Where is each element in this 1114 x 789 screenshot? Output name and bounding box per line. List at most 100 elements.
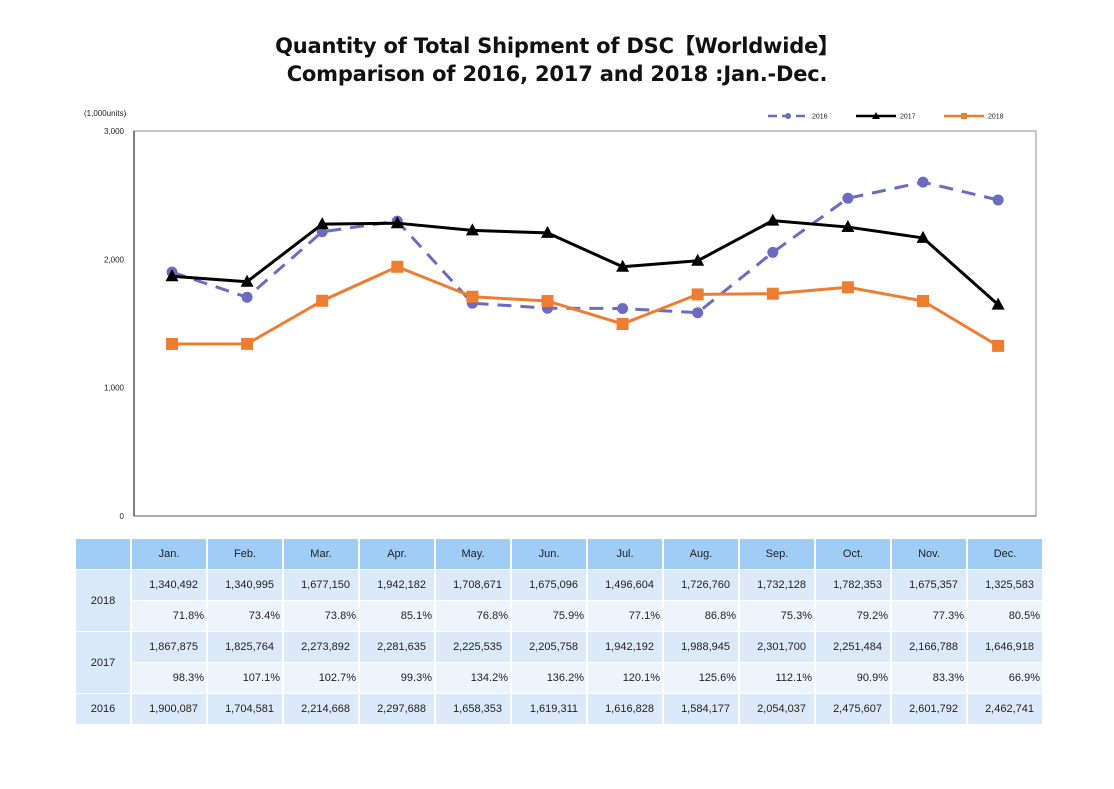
units-cell: 1,646,918 <box>968 632 1042 662</box>
data-point-2016 <box>692 307 704 319</box>
units-cell: 2,251,484 <box>816 632 890 662</box>
data-point-2017 <box>916 230 930 243</box>
table-corner-cell <box>76 539 130 569</box>
data-point-2016 <box>617 303 629 315</box>
data-point-2016 <box>767 246 779 258</box>
units-cell: 1,782,353 <box>816 570 890 600</box>
data-point-2018 <box>616 317 629 330</box>
series-line-2018 <box>171 265 999 348</box>
series-2017 <box>165 213 1005 310</box>
units-cell: 1,619,311 <box>512 694 586 724</box>
legend-label: 2018 <box>988 114 1004 121</box>
month-header: Apr. <box>360 539 434 569</box>
units-cell: 1,988,945 <box>664 632 738 662</box>
data-point-2018 <box>691 288 704 301</box>
units-cell: 1,726,760 <box>664 570 738 600</box>
legend-marker <box>872 112 880 119</box>
legend-item-2018: 2018 <box>944 113 1004 121</box>
legend-marker <box>785 113 791 119</box>
ratio-cell: 75.3% <box>740 601 814 631</box>
data-point-2018 <box>992 339 1005 352</box>
plot-area <box>133 130 1037 517</box>
month-header: Nov. <box>892 539 966 569</box>
table-row-2017-units: 2017 1,867,875 1,825,764 2,273,892 2,281,635… <box>76 632 1042 693</box>
month-header: Jun. <box>512 539 586 569</box>
month-header: Aug. <box>664 539 738 569</box>
table-header-row: Jan. Feb. Mar. Apr. May. Jun. Jul. Aug. … <box>76 539 1042 569</box>
data-point-2017 <box>390 216 404 229</box>
data-point-2018 <box>241 337 254 350</box>
month-header: Dec. <box>968 539 1042 569</box>
ratio-cell: 86.8% <box>664 601 738 631</box>
month-header: Oct. <box>816 539 890 569</box>
ratio-cell: 90.9% <box>816 663 890 693</box>
units-cell: 1,325,583 <box>968 570 1042 600</box>
data-point-2016 <box>241 291 253 303</box>
year-label: 2017 <box>76 632 130 693</box>
chart-subtitle: Comparison of 2016, 2017 and 2018 :Jan.-… <box>286 62 828 86</box>
data-point-2017 <box>465 223 479 236</box>
chart-title: Quantity of Total Shipment of DSC【Worldw… <box>275 34 839 58</box>
y-tick-label: 2,000 <box>104 255 125 264</box>
units-cell: 1,496,604 <box>588 570 662 600</box>
ratio-cell: 112.1% <box>740 663 814 693</box>
units-cell: 1,732,128 <box>740 570 814 600</box>
series-2018 <box>166 260 1005 352</box>
ratio-cell: 73.4% <box>208 601 282 631</box>
units-cell: 1,675,357 <box>892 570 966 600</box>
units-cell: 1,658,353 <box>436 694 510 724</box>
ratio-cell: 80.5% <box>968 601 1042 631</box>
ratio-cell: 134.2% <box>436 663 510 693</box>
axes <box>133 130 1037 517</box>
ratio-cell: 76.8% <box>436 601 510 631</box>
ratio-cell: 66.9% <box>968 663 1042 693</box>
month-header: Jan. <box>132 539 206 569</box>
data-point-2018 <box>541 295 554 308</box>
legend-label: 2016 <box>812 114 828 121</box>
y-tick-label: 1,000 <box>104 384 125 393</box>
y-tick-label: 0 <box>120 512 125 521</box>
units-cell: 2,601,792 <box>892 694 966 724</box>
data-point-2017 <box>691 253 705 266</box>
y-tick-label: 3,000 <box>104 127 125 136</box>
data-point-2017 <box>841 220 855 233</box>
line-chart: 0 1,000 2,000 3,000 2016 2017 2018 <box>104 112 1037 521</box>
ratio-cell: 102.7% <box>284 663 358 693</box>
table-row-2016-units: 2016 1,900,087 1,704,581 2,214,668 2,297,688… <box>76 694 1042 724</box>
legend-label: 2017 <box>900 114 916 121</box>
units-cell: 1,584,177 <box>664 694 738 724</box>
units-cell: 2,301,700 <box>740 632 814 662</box>
units-cell: 1,675,096 <box>512 570 586 600</box>
data-point-2018 <box>466 290 479 303</box>
data-point-2017 <box>165 269 179 282</box>
ratio-cell: 71.8% <box>132 601 206 631</box>
ratio-cell: 77.1% <box>588 601 662 631</box>
series-group <box>165 176 1005 352</box>
units-cell: 1,900,087 <box>132 694 206 724</box>
ratio-cell: 85.1% <box>360 601 434 631</box>
units-cell: 2,297,688 <box>360 694 434 724</box>
table-row-2017-ratio: 98.3% 107.1% 102.7% 99.3% 134.2% 136.2% 120.1%… <box>76 663 1042 693</box>
units-cell: 2,281,635 <box>360 632 434 662</box>
legend-marker <box>961 113 967 119</box>
data-point-2017 <box>315 217 329 230</box>
ratio-cell: 79.2% <box>816 601 890 631</box>
month-header: Sep. <box>740 539 814 569</box>
data-point-2018 <box>316 294 329 307</box>
series-line-2017 <box>171 219 1000 306</box>
data-point-2018 <box>766 287 779 300</box>
units-cell: 1,942,182 <box>360 570 434 600</box>
data-point-2017 <box>240 274 254 287</box>
ratio-cell: 120.1% <box>588 663 662 693</box>
data-point-2016 <box>992 194 1004 206</box>
units-cell: 1,708,671 <box>436 570 510 600</box>
data-point-2017 <box>991 297 1005 310</box>
units-cell: 2,166,788 <box>892 632 966 662</box>
ratio-cell: 98.3% <box>132 663 206 693</box>
data-point-2018 <box>391 260 404 273</box>
ratio-cell: 107.1% <box>208 663 282 693</box>
data-point-2018 <box>841 281 854 294</box>
table-row-2018-ratio: 71.8% 73.4% 73.8% 85.1% 76.8% 75.9% 77.1% 86.8%… <box>76 601 1042 631</box>
units-cell: 2,054,037 <box>740 694 814 724</box>
year-label: 2018 <box>76 570 130 631</box>
